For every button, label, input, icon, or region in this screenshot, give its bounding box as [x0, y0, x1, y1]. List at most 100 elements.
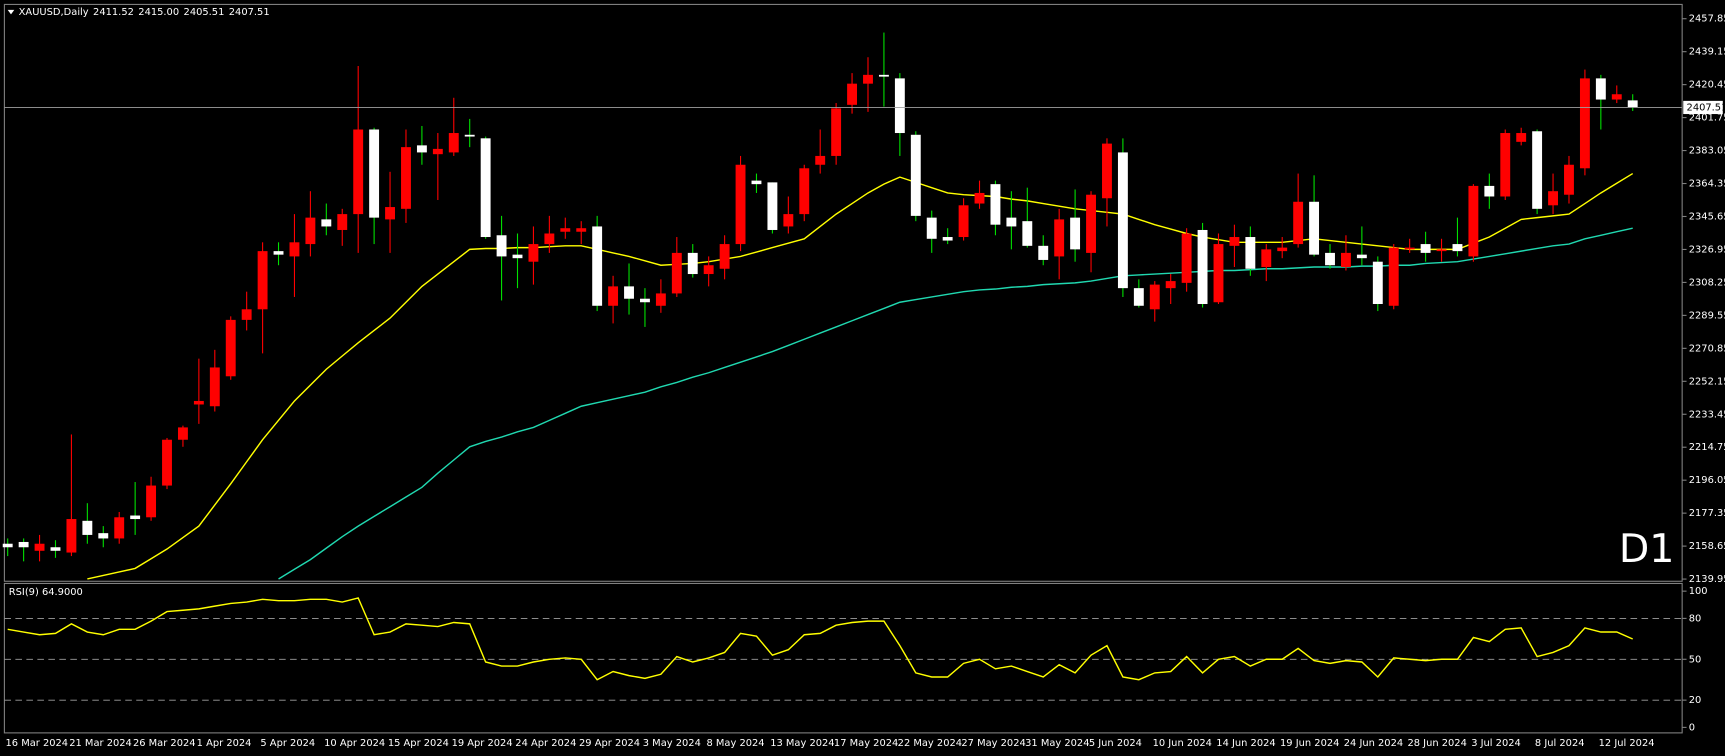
candle-body	[1213, 244, 1224, 303]
candle-body	[1388, 247, 1399, 306]
candle-body	[337, 214, 348, 230]
candle-body	[863, 74, 873, 84]
candle-body	[114, 517, 125, 539]
candle-body	[146, 485, 157, 518]
candle-body	[496, 235, 507, 257]
candle-body	[751, 180, 762, 185]
candle-body	[1006, 217, 1017, 227]
candle-body	[1420, 244, 1431, 253]
candle-body	[289, 242, 300, 257]
candle-body	[815, 155, 826, 165]
candle-body	[1309, 201, 1320, 255]
candle-body	[1293, 201, 1304, 245]
y-tick-label: 2383.05	[1689, 146, 1725, 157]
candle-body	[241, 309, 252, 320]
candle-body	[18, 541, 29, 548]
candle-body	[98, 533, 109, 539]
x-tick-label: 10 Jun 2024	[1153, 738, 1212, 749]
candle-body	[1070, 217, 1081, 250]
candle-body	[560, 228, 571, 232]
candle-body	[942, 237, 953, 241]
candle-body	[353, 129, 364, 215]
candle-body	[1627, 100, 1638, 108]
x-tick-label: 27 May 2024	[961, 738, 1025, 749]
candle-body	[1054, 219, 1065, 257]
y-tick-label: 2401.75	[1689, 113, 1725, 124]
candle-body	[177, 427, 188, 440]
x-tick-label: 5 Apr 2024	[260, 738, 315, 749]
candle-body	[1548, 191, 1558, 206]
candle-body	[592, 226, 603, 306]
rsi-title: RSI(9) 64.9000	[9, 587, 83, 598]
y-tick-label: 2457.85	[1689, 14, 1725, 25]
candle-body	[130, 515, 141, 520]
candle-body	[209, 367, 220, 407]
x-tick-label: 15 Apr 2024	[388, 738, 449, 749]
candle-body	[926, 217, 937, 239]
x-tick-label: 10 Apr 2024	[324, 738, 385, 749]
candle-body	[576, 228, 587, 232]
candle-body	[1611, 94, 1622, 100]
candle-body	[719, 244, 730, 269]
candle-body	[1261, 249, 1272, 267]
candle-body	[703, 265, 714, 275]
y-tick-label: 2233.45	[1689, 409, 1725, 420]
high-label: 2415.00	[138, 7, 179, 18]
open-label: 2411.52	[93, 7, 134, 18]
x-tick-label: 22 May 2024	[898, 738, 962, 749]
candle-body	[162, 439, 172, 486]
candle-body	[464, 134, 475, 137]
candle-body	[1277, 247, 1288, 252]
candle-body	[974, 192, 985, 204]
x-tick-label: 3 Jul 2024	[1471, 738, 1521, 749]
chart-header: XAUUSD,Daily 2411.52 2415.00 2405.51 2407.51	[19, 7, 270, 18]
candle-body	[671, 252, 682, 294]
candle-body	[1532, 131, 1543, 209]
candle-body	[50, 547, 61, 551]
rsi-line	[7, 597, 1633, 681]
candle-body	[1340, 252, 1351, 267]
x-tick-label: 13 May 2024	[770, 738, 834, 749]
x-tick-label: 3 May 2024	[643, 738, 701, 749]
candle-body	[799, 168, 810, 215]
y-tick-label: 2326.95	[1689, 244, 1725, 255]
candle-body	[480, 138, 491, 238]
last-price-box	[1683, 100, 1723, 115]
menu-arrow[interactable]	[7, 9, 15, 15]
candle-body	[1165, 281, 1176, 289]
x-tick-label: 29 Apr 2024	[579, 738, 640, 749]
candle-body	[1372, 261, 1383, 305]
rsi-panel	[3, 582, 1683, 734]
candle-body	[1484, 185, 1495, 197]
candle-body	[831, 108, 842, 156]
x-tick-label: 12 Jul 2024	[1599, 738, 1655, 749]
candle-body	[82, 520, 93, 535]
y-tick-label: 2139.95	[1689, 574, 1725, 585]
candle-body	[2, 543, 13, 548]
x-tick-label: 1 Apr 2024	[197, 738, 252, 749]
y-tick-label: 2345.65	[1689, 211, 1725, 222]
candle-body	[655, 293, 666, 306]
candle-body	[1086, 194, 1096, 253]
candle-body	[1133, 288, 1144, 306]
y-tick-label: 0	[1689, 722, 1695, 733]
candle-body	[1356, 254, 1367, 259]
close-label: 2407.51	[229, 7, 270, 18]
candle-body	[1022, 221, 1033, 246]
y-tick-label: 2177.35	[1689, 508, 1725, 519]
low-label: 2405.51	[184, 7, 225, 18]
candle-body	[1197, 229, 1208, 305]
candle-body	[1149, 284, 1160, 310]
candle-body	[1500, 133, 1511, 197]
candle-body	[608, 286, 619, 306]
candle-body	[1516, 133, 1527, 142]
y-tick-label: 2439.15	[1689, 47, 1725, 58]
candle-body	[512, 254, 523, 259]
y-tick-label: 2420.45	[1689, 80, 1725, 91]
candle-body	[401, 147, 411, 209]
candle-body	[305, 217, 316, 245]
x-tick-label: 17 May 2024	[834, 738, 898, 749]
x-tick-label: 5 Jun 2024	[1089, 738, 1142, 749]
